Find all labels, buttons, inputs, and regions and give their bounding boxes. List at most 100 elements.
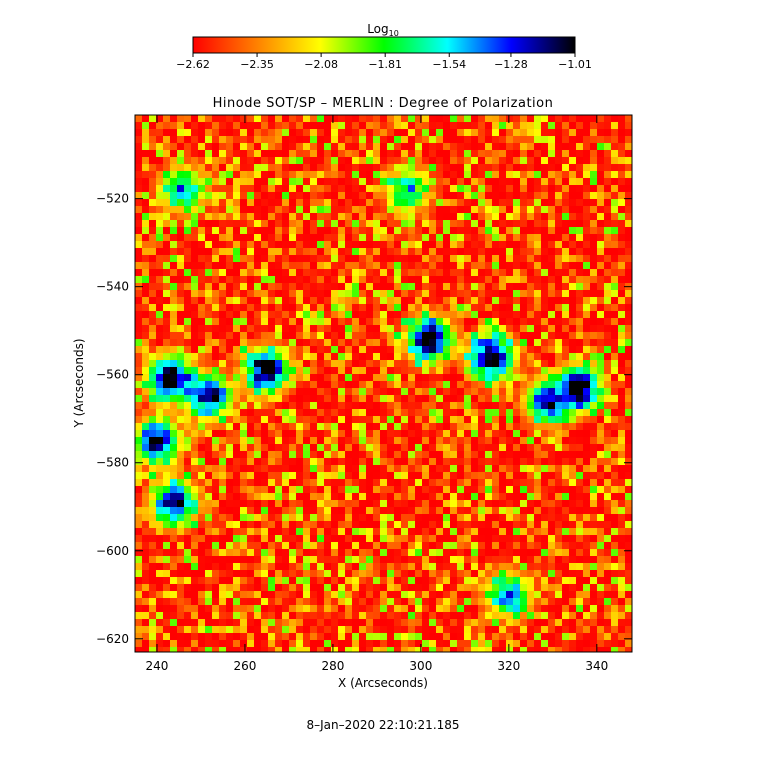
heatmap-cell bbox=[254, 290, 261, 297]
heatmap-cell bbox=[457, 241, 464, 248]
heatmap-cell bbox=[205, 311, 212, 318]
heatmap-cell bbox=[247, 297, 254, 304]
heatmap-cell bbox=[345, 185, 352, 192]
heatmap-cell bbox=[331, 528, 338, 535]
heatmap-cell bbox=[527, 339, 534, 346]
heatmap-cell bbox=[184, 577, 191, 584]
heatmap-cell bbox=[590, 220, 597, 227]
heatmap-cell bbox=[590, 346, 597, 353]
heatmap-cell bbox=[156, 381, 163, 388]
heatmap-cell bbox=[198, 556, 205, 563]
heatmap-cell bbox=[555, 528, 562, 535]
heatmap-cell bbox=[590, 577, 597, 584]
heatmap-cell bbox=[443, 395, 450, 402]
heatmap-cell bbox=[233, 248, 240, 255]
heatmap-cell bbox=[597, 192, 604, 199]
heatmap-cell bbox=[303, 269, 310, 276]
heatmap-cell bbox=[520, 423, 527, 430]
heatmap-cell bbox=[450, 339, 457, 346]
heatmap-cell bbox=[184, 283, 191, 290]
heatmap-cell bbox=[604, 283, 611, 290]
heatmap-cell bbox=[583, 549, 590, 556]
heatmap-cell bbox=[373, 304, 380, 311]
heatmap-cell bbox=[247, 171, 254, 178]
heatmap-cell bbox=[345, 248, 352, 255]
heatmap-cell bbox=[373, 241, 380, 248]
heatmap-cell bbox=[212, 444, 219, 451]
heatmap-cell bbox=[156, 493, 163, 500]
heatmap-cell bbox=[352, 311, 359, 318]
heatmap-cell bbox=[352, 486, 359, 493]
heatmap-cell bbox=[590, 458, 597, 465]
heatmap-cell bbox=[492, 297, 499, 304]
heatmap-cell bbox=[184, 444, 191, 451]
heatmap-cell bbox=[233, 521, 240, 528]
heatmap-cell bbox=[310, 122, 317, 129]
heatmap-cell bbox=[541, 178, 548, 185]
heatmap-cell bbox=[310, 395, 317, 402]
heatmap-cell bbox=[303, 136, 310, 143]
heatmap-cell bbox=[464, 346, 471, 353]
heatmap-cell bbox=[254, 549, 261, 556]
heatmap-cell bbox=[303, 458, 310, 465]
heatmap-cell bbox=[485, 164, 492, 171]
heatmap-cell bbox=[191, 528, 198, 535]
heatmap-cell bbox=[275, 164, 282, 171]
heatmap-cell bbox=[380, 290, 387, 297]
heatmap-cell bbox=[422, 346, 429, 353]
heatmap-cell bbox=[429, 577, 436, 584]
heatmap-cell bbox=[415, 199, 422, 206]
heatmap-cell bbox=[457, 451, 464, 458]
heatmap-cell bbox=[590, 339, 597, 346]
heatmap-cell bbox=[401, 521, 408, 528]
heatmap-cell bbox=[338, 283, 345, 290]
heatmap-cell bbox=[443, 269, 450, 276]
heatmap-cell bbox=[513, 479, 520, 486]
heatmap-cell bbox=[289, 591, 296, 598]
heatmap-cell bbox=[499, 122, 506, 129]
heatmap-cell bbox=[359, 514, 366, 521]
heatmap-cell bbox=[184, 297, 191, 304]
heatmap-cell bbox=[492, 437, 499, 444]
heatmap-cell bbox=[310, 381, 317, 388]
heatmap-cell bbox=[296, 486, 303, 493]
heatmap-cell bbox=[583, 276, 590, 283]
heatmap-cell bbox=[429, 367, 436, 374]
heatmap-cell bbox=[422, 514, 429, 521]
heatmap-cell bbox=[422, 395, 429, 402]
heatmap-cell bbox=[198, 409, 205, 416]
heatmap-cell bbox=[492, 206, 499, 213]
heatmap-cell bbox=[219, 577, 226, 584]
heatmap-cell bbox=[429, 598, 436, 605]
heatmap-cell bbox=[597, 458, 604, 465]
heatmap-cell bbox=[520, 472, 527, 479]
heatmap-cell bbox=[205, 220, 212, 227]
heatmap-cell bbox=[380, 185, 387, 192]
heatmap-cell bbox=[170, 549, 177, 556]
heatmap-cell bbox=[170, 332, 177, 339]
heatmap-cell bbox=[310, 220, 317, 227]
heatmap-cell bbox=[590, 542, 597, 549]
heatmap-cell bbox=[156, 297, 163, 304]
heatmap-cell bbox=[156, 360, 163, 367]
heatmap-cell bbox=[198, 514, 205, 521]
heatmap-cell bbox=[219, 346, 226, 353]
heatmap-cell bbox=[212, 367, 219, 374]
heatmap-cell bbox=[471, 598, 478, 605]
heatmap-cell bbox=[205, 283, 212, 290]
heatmap-cell bbox=[485, 115, 492, 122]
heatmap-cell bbox=[142, 514, 149, 521]
heatmap-cell bbox=[366, 381, 373, 388]
heatmap-cell bbox=[562, 458, 569, 465]
heatmap-cell bbox=[380, 234, 387, 241]
heatmap-cell bbox=[331, 150, 338, 157]
heatmap-cell bbox=[296, 521, 303, 528]
heatmap-cell bbox=[212, 129, 219, 136]
heatmap-cell bbox=[366, 437, 373, 444]
heatmap-cell bbox=[142, 115, 149, 122]
heatmap-cell bbox=[569, 451, 576, 458]
heatmap-cell bbox=[296, 584, 303, 591]
heatmap-cell bbox=[226, 325, 233, 332]
heatmap-cell bbox=[226, 304, 233, 311]
heatmap-cell bbox=[436, 283, 443, 290]
